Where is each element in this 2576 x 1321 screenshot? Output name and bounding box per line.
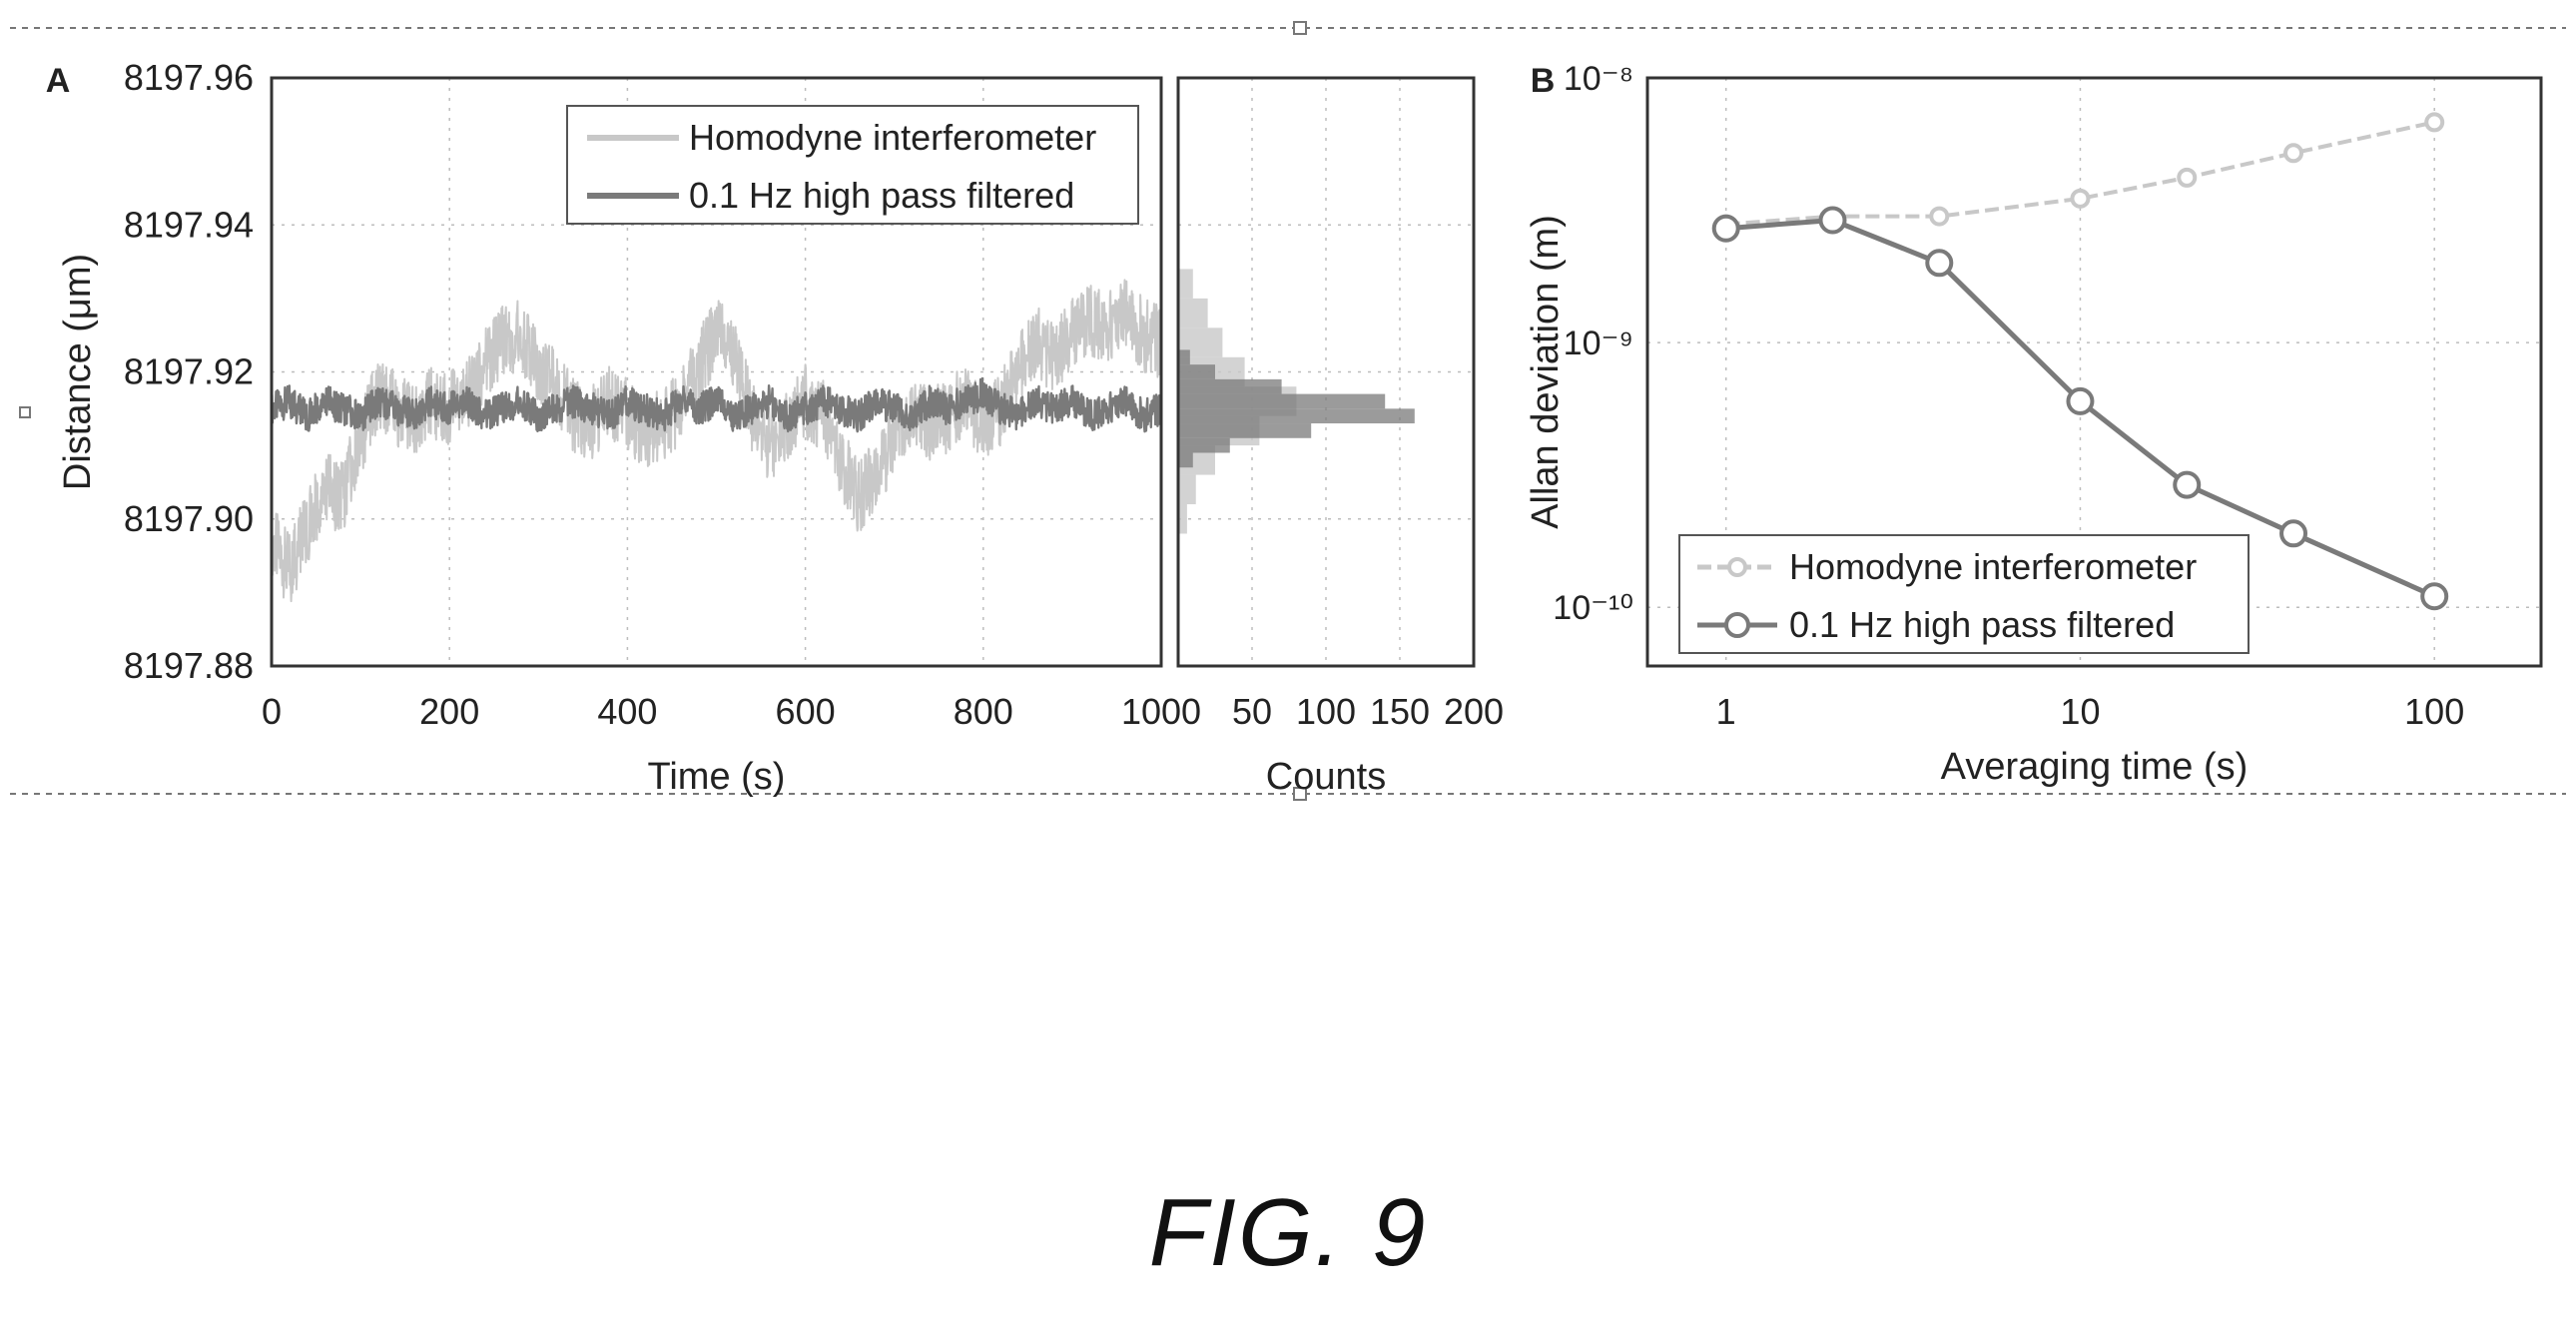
x-tick-label: 800: [954, 691, 1013, 732]
histogram-bar-filtered: [1178, 423, 1312, 438]
crop-handle-top: [1293, 21, 1307, 35]
y-tick-label: 10⁻⁸: [1564, 60, 1633, 98]
histogram-x-tick-label: 100: [1296, 691, 1356, 732]
histogram-bar-filtered: [1178, 364, 1215, 379]
histogram-bar-filtered: [1178, 393, 1386, 409]
legend-b-marker-filtered: [1724, 612, 1750, 638]
marker-filtered: [2279, 519, 2308, 548]
x-tick-label: 200: [419, 691, 479, 732]
marker-filtered: [2420, 582, 2449, 611]
panel-b-label: B: [1531, 62, 1556, 100]
legend-b-label-filtered: 0.1 Hz high pass filtered: [1789, 604, 2175, 645]
x-tick-label: 0: [262, 691, 282, 732]
marker-homodyne: [2424, 112, 2445, 133]
histogram-x-tick-label: 150: [1370, 691, 1430, 732]
y-tick-label: 10⁻¹⁰: [1553, 589, 1633, 627]
x-axis-label: Time (s): [648, 756, 786, 798]
series-homodyne-line: [271, 279, 1162, 603]
histogram-bar-homodyne: [1178, 474, 1196, 505]
histogram-bar-filtered: [1178, 408, 1415, 424]
y-tick-label: 10⁻⁹: [1564, 325, 1633, 362]
histogram-bar-filtered: [1178, 349, 1190, 365]
legend-a-box: [566, 105, 1139, 225]
histogram-bar-filtered: [1178, 378, 1282, 394]
marker-homodyne: [2283, 143, 2304, 164]
figure-caption: FIG. 9: [1148, 1179, 1428, 1286]
x-tick-label: 1000: [1121, 691, 1201, 732]
histogram-frame: [1176, 76, 1476, 668]
marker-filtered: [1818, 206, 1847, 235]
x-tick-label: 10: [2060, 691, 2100, 732]
histogram-bar-filtered: [1178, 452, 1193, 468]
histogram-x-tick-label: 200: [1444, 691, 1504, 732]
crop-handle-left: [19, 406, 31, 418]
legend-b-label-homodyne: Homodyne interferometer: [1789, 546, 2197, 587]
y-axis-label: Distance (μm): [57, 254, 99, 490]
x-tick-label: 100: [2404, 691, 2464, 732]
y-tick-label: 8197.88: [124, 645, 254, 686]
marker-homodyne: [2177, 167, 2198, 188]
x-tick-label: 1: [1716, 691, 1736, 732]
chart-root: A 8197.88 8197.90 8197.92 8197.94 8197.96 0 200…: [46, 57, 2543, 798]
x-axis-label: Averaging time (s): [1941, 746, 2249, 788]
marker-filtered: [1925, 249, 1954, 278]
marker-filtered: [2066, 386, 2095, 415]
marker-homodyne: [2070, 188, 2091, 209]
panel-b-frame: [1645, 76, 2543, 668]
x-tick-label: 600: [776, 691, 836, 732]
panel-a-label: A: [46, 62, 71, 100]
y-tick-label: 8197.94: [124, 204, 254, 245]
marker-filtered: [2173, 470, 2202, 499]
legend-b-marker-homodyne: [1727, 557, 1747, 577]
histogram-bar-homodyne: [1178, 298, 1208, 329]
y-axis-label: Allan deviation (m): [1525, 215, 1567, 529]
histogram-bar-homodyne: [1178, 504, 1187, 534]
series-filtered-line: [270, 376, 1162, 433]
histogram-x-tick-label: 50: [1232, 691, 1272, 732]
panel-a-frame: [270, 76, 1163, 668]
crop-handle-bottom: [1293, 787, 1307, 801]
histogram-x-axis-label: Counts: [1266, 756, 1386, 798]
y-tick-label: 8197.92: [124, 351, 254, 392]
marker-filtered: [1711, 214, 1740, 243]
histogram-bar-filtered: [1178, 437, 1230, 453]
y-tick-label: 8197.90: [124, 498, 254, 539]
x-tick-label: 400: [597, 691, 657, 732]
y-tick-label: 8197.96: [124, 57, 254, 98]
histogram-bar-homodyne: [1178, 269, 1193, 299]
legend-a-label-filtered: 0.1 Hz high pass filtered: [689, 175, 1074, 216]
marker-homodyne: [1929, 206, 1950, 227]
legend-a-label-homodyne: Homodyne interferometer: [689, 117, 1096, 158]
legend-b-box: [1678, 534, 2250, 654]
